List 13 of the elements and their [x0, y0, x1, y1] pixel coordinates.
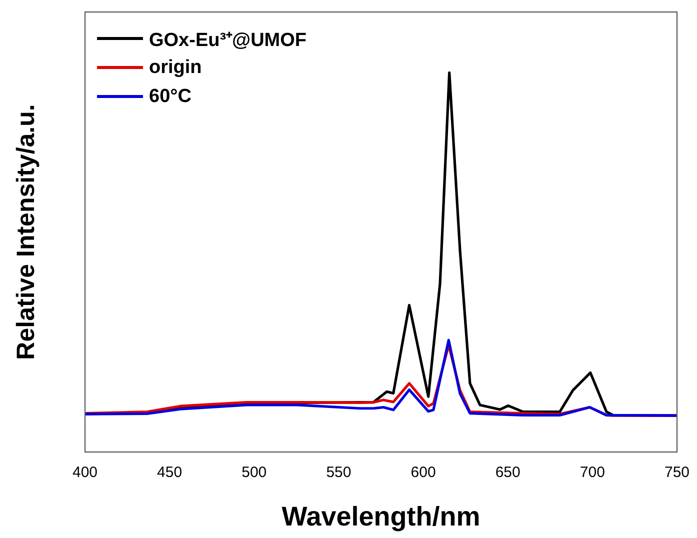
x-tick-label: 450: [157, 464, 182, 482]
y-axis-title: Relative Intensity/a.u.: [12, 104, 40, 360]
x-tick-label: 650: [495, 464, 520, 482]
legend-label: 60°C: [149, 86, 192, 108]
x-tick-label: 500: [242, 464, 267, 482]
legend-label: GOx-Eu³⁺@UMOF: [149, 28, 307, 52]
x-tick-label: 550: [326, 464, 352, 482]
x-tick-label: 600: [410, 464, 436, 482]
x-tick-label: 700: [580, 464, 605, 482]
x-axis-title: Wavelength/nm: [282, 501, 480, 532]
x-tick-label: 400: [72, 464, 98, 482]
legend-label: origin: [149, 56, 202, 78]
x-tick-label: 750: [664, 464, 690, 482]
